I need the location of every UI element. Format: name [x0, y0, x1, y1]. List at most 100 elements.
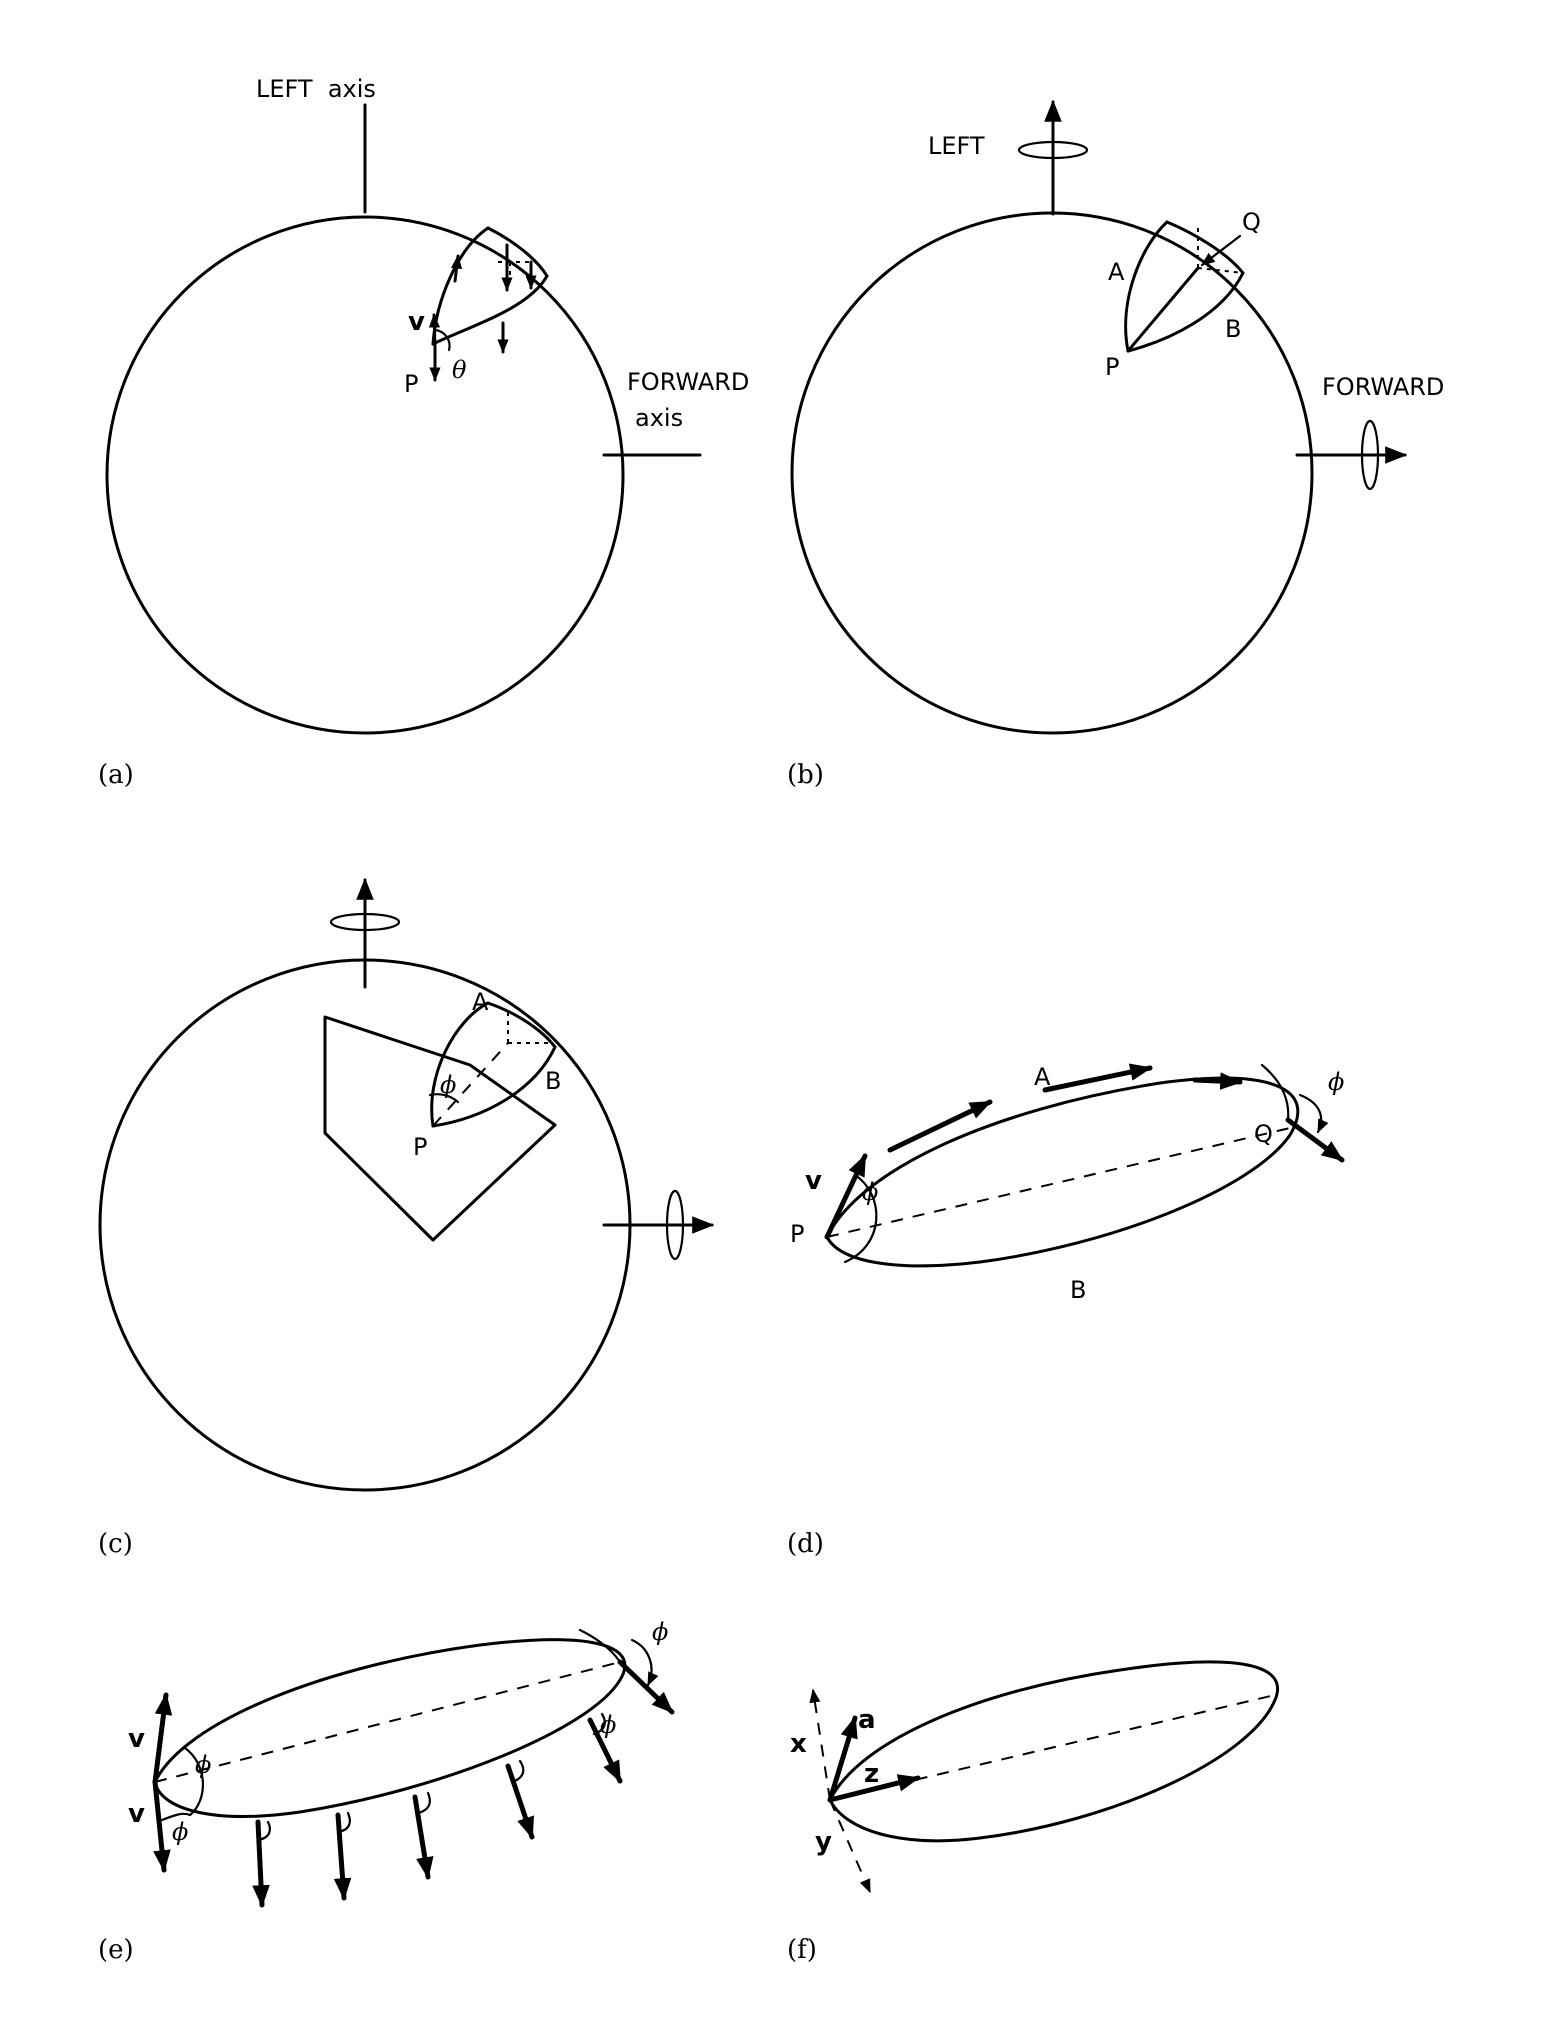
phi-top-label-e: ϕ	[195, 1751, 211, 1779]
dashed-chord-d	[826, 1127, 1291, 1238]
b-label-d: B	[1070, 1276, 1086, 1304]
down-arrow-2-e	[333, 1812, 352, 1901]
panel-e: v v ϕ ϕ ϕ ϕ (e)	[98, 1618, 675, 1965]
arc-arrow	[450, 254, 463, 283]
q-tangent-curve-e	[578, 1628, 622, 1664]
theta-label: θ	[452, 356, 467, 384]
lune-outline-e	[153, 1638, 627, 1818]
phi-arc-top-e	[183, 1746, 204, 1817]
panel-tag-a: (a)	[98, 760, 134, 790]
forward-axis-label-2: axis	[635, 404, 683, 432]
p-label-a: P	[404, 370, 418, 398]
z-vector-arrow	[827, 1774, 921, 1803]
left-rotation-ring	[1017, 140, 1089, 160]
lune-arc-A	[1124, 220, 1169, 353]
lune-arc-B	[1126, 271, 1245, 353]
sphere-b	[790, 211, 1314, 735]
vertical-rotation-ring-c	[329, 912, 401, 932]
tangent-arrow-1-d	[887, 1099, 993, 1153]
q-arrow-d	[1285, 1117, 1345, 1163]
v-top-label-e: v	[128, 1724, 145, 1754]
lune-arc-B-c	[431, 1045, 557, 1128]
tangent-arrow-2-d	[1042, 1063, 1153, 1093]
left-axis-label: LEFT axis	[256, 75, 376, 103]
phi-q-label-e: ϕ	[652, 1618, 668, 1646]
small-arc-4-e	[510, 1759, 525, 1784]
chord-PQ	[1126, 266, 1200, 353]
panel-tag-e: (e)	[98, 1935, 134, 1965]
phi-label-c: ϕ	[440, 1071, 456, 1099]
v-label-a: v	[408, 307, 425, 337]
q-pointer	[1200, 234, 1242, 267]
phi-side-label-e: ϕ	[600, 1711, 616, 1739]
a-label-c: A	[472, 988, 489, 1016]
v-arrow-up-e	[152, 1692, 173, 1785]
p-label-d: P	[790, 1220, 804, 1248]
dashed-chord-e	[154, 1661, 621, 1783]
tangent-plane	[323, 1015, 557, 1242]
theta-arc	[433, 328, 451, 352]
panel-tag-d: (d)	[787, 1529, 824, 1559]
phi-arc-bot-e	[160, 1812, 192, 1822]
p-label-c: P	[413, 1133, 427, 1161]
forward-label-b: FORWARD	[1322, 373, 1444, 401]
a-label-f: a	[858, 1705, 876, 1735]
panel-c: A B ϕ P (c)	[98, 877, 715, 1559]
tangent-arrow-3-d	[1192, 1072, 1243, 1090]
forward-axis-label-1: FORWARD	[627, 368, 749, 396]
phi-arc-q-d	[1298, 1093, 1329, 1134]
phi-arc-p-d	[843, 1173, 878, 1264]
lune-rim-b	[1165, 220, 1245, 275]
x-label-f: x	[790, 1729, 807, 1759]
q-arrow-e	[617, 1659, 675, 1715]
small-arc-1-e	[256, 1820, 271, 1842]
small-arc-3-e	[416, 1791, 431, 1815]
lune-outline-d	[825, 1076, 1300, 1268]
q-tangent-curve-d	[1260, 1063, 1290, 1122]
y-label-f: y	[815, 1827, 832, 1857]
lune-rim	[486, 226, 549, 278]
horizontal-rotation-ring-c	[665, 1189, 685, 1261]
panel-tag-b: (b)	[787, 760, 824, 790]
v-arrow-d	[824, 1153, 868, 1240]
dashed-chord-c	[432, 1042, 509, 1127]
small-arc-5-e	[592, 1712, 606, 1736]
panel-tag-f: (f)	[787, 1935, 817, 1965]
q-label-d: Q	[1254, 1120, 1273, 1148]
phi-arc-c	[428, 1093, 460, 1104]
down-arrow-4-e	[505, 1763, 535, 1840]
a-label-b: A	[1108, 258, 1125, 286]
lune-arc-b	[431, 274, 549, 346]
down-arrow-5-e	[587, 1717, 623, 1784]
b-label-c: B	[545, 1067, 561, 1095]
down-arrow-3-e	[412, 1794, 434, 1880]
x-axis-arrow	[809, 1688, 831, 1801]
small-arc-2-e	[336, 1811, 351, 1834]
down-arrow-1-e	[252, 1819, 270, 1908]
panel-d: v ϕ P A B Q ϕ (d)	[787, 1063, 1345, 1559]
phi-arc-q-e	[630, 1638, 659, 1687]
v-arrow-down-e	[152, 1779, 171, 1873]
phi-q-label-d: ϕ	[1328, 1068, 1344, 1096]
v-bot-label-e: v	[128, 1799, 145, 1829]
dotted-horizontal-b	[1197, 267, 1244, 274]
lune-outline-f	[828, 1660, 1280, 1843]
z-label-f: z	[864, 1759, 879, 1789]
forward-rotation-ring	[1360, 419, 1380, 491]
p-label-b: P	[1105, 353, 1119, 381]
phi-p-label-d: ϕ	[862, 1178, 878, 1206]
panel-b: Q A B P LEFT FORWARD (b)	[787, 99, 1444, 790]
panel-tag-c: (c)	[98, 1529, 133, 1559]
panel-f: x y z a (f)	[787, 1660, 1280, 1965]
v-label-d: v	[805, 1166, 822, 1196]
sphere-a	[105, 215, 625, 735]
y-axis-arrow	[829, 1799, 871, 1894]
phi-bot-label-e: ϕ	[172, 1818, 188, 1846]
b-label-b: B	[1225, 315, 1241, 343]
left-label-b: LEFT	[928, 132, 985, 160]
q-label-b: Q	[1242, 208, 1261, 236]
a-label-d: A	[1034, 1063, 1051, 1091]
panel-a: v P θ LEFT axis FORWARD axis (a)	[98, 75, 749, 790]
lune-rim-c	[486, 1001, 557, 1049]
